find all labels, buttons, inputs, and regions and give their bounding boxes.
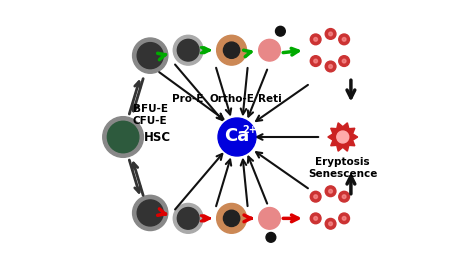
Text: Ca: Ca <box>224 127 250 145</box>
Circle shape <box>266 232 276 242</box>
Circle shape <box>339 34 349 45</box>
Text: BFU-E
CFU-E: BFU-E CFU-E <box>133 104 168 126</box>
Circle shape <box>337 131 349 143</box>
Circle shape <box>314 59 318 63</box>
Circle shape <box>325 28 336 39</box>
Circle shape <box>310 191 321 202</box>
Circle shape <box>137 200 163 226</box>
Circle shape <box>217 204 246 233</box>
Circle shape <box>177 39 199 61</box>
Circle shape <box>137 43 163 69</box>
Circle shape <box>259 39 281 61</box>
Circle shape <box>218 118 256 156</box>
Circle shape <box>259 207 281 229</box>
Circle shape <box>275 26 285 36</box>
Circle shape <box>223 210 240 227</box>
Circle shape <box>342 195 346 199</box>
Circle shape <box>339 56 349 66</box>
Circle shape <box>328 189 332 193</box>
Circle shape <box>310 56 321 66</box>
Circle shape <box>310 213 321 224</box>
Circle shape <box>314 195 318 199</box>
Circle shape <box>339 213 349 224</box>
Circle shape <box>133 38 168 73</box>
Circle shape <box>342 38 346 41</box>
Text: Reti: Reti <box>258 94 282 104</box>
Circle shape <box>325 61 336 72</box>
Circle shape <box>133 195 168 231</box>
Text: Ortho-E: Ortho-E <box>209 94 254 104</box>
Circle shape <box>325 186 336 197</box>
Text: Eryptosis
Senescence: Eryptosis Senescence <box>308 157 377 179</box>
Circle shape <box>314 216 318 220</box>
Text: 2+: 2+ <box>242 125 257 135</box>
Circle shape <box>173 204 203 233</box>
Circle shape <box>328 222 332 226</box>
Circle shape <box>107 121 139 153</box>
Circle shape <box>177 207 199 229</box>
Circle shape <box>339 191 349 202</box>
Circle shape <box>328 65 332 68</box>
Circle shape <box>342 216 346 220</box>
Circle shape <box>325 218 336 229</box>
PathPatch shape <box>328 123 358 151</box>
Circle shape <box>103 117 144 157</box>
Circle shape <box>342 59 346 63</box>
Circle shape <box>223 42 240 58</box>
Text: Pro-E: Pro-E <box>173 94 204 104</box>
Circle shape <box>217 35 246 65</box>
Circle shape <box>328 32 332 36</box>
Circle shape <box>173 35 203 65</box>
Circle shape <box>314 38 318 41</box>
Text: HSC: HSC <box>144 130 171 144</box>
Circle shape <box>310 34 321 45</box>
